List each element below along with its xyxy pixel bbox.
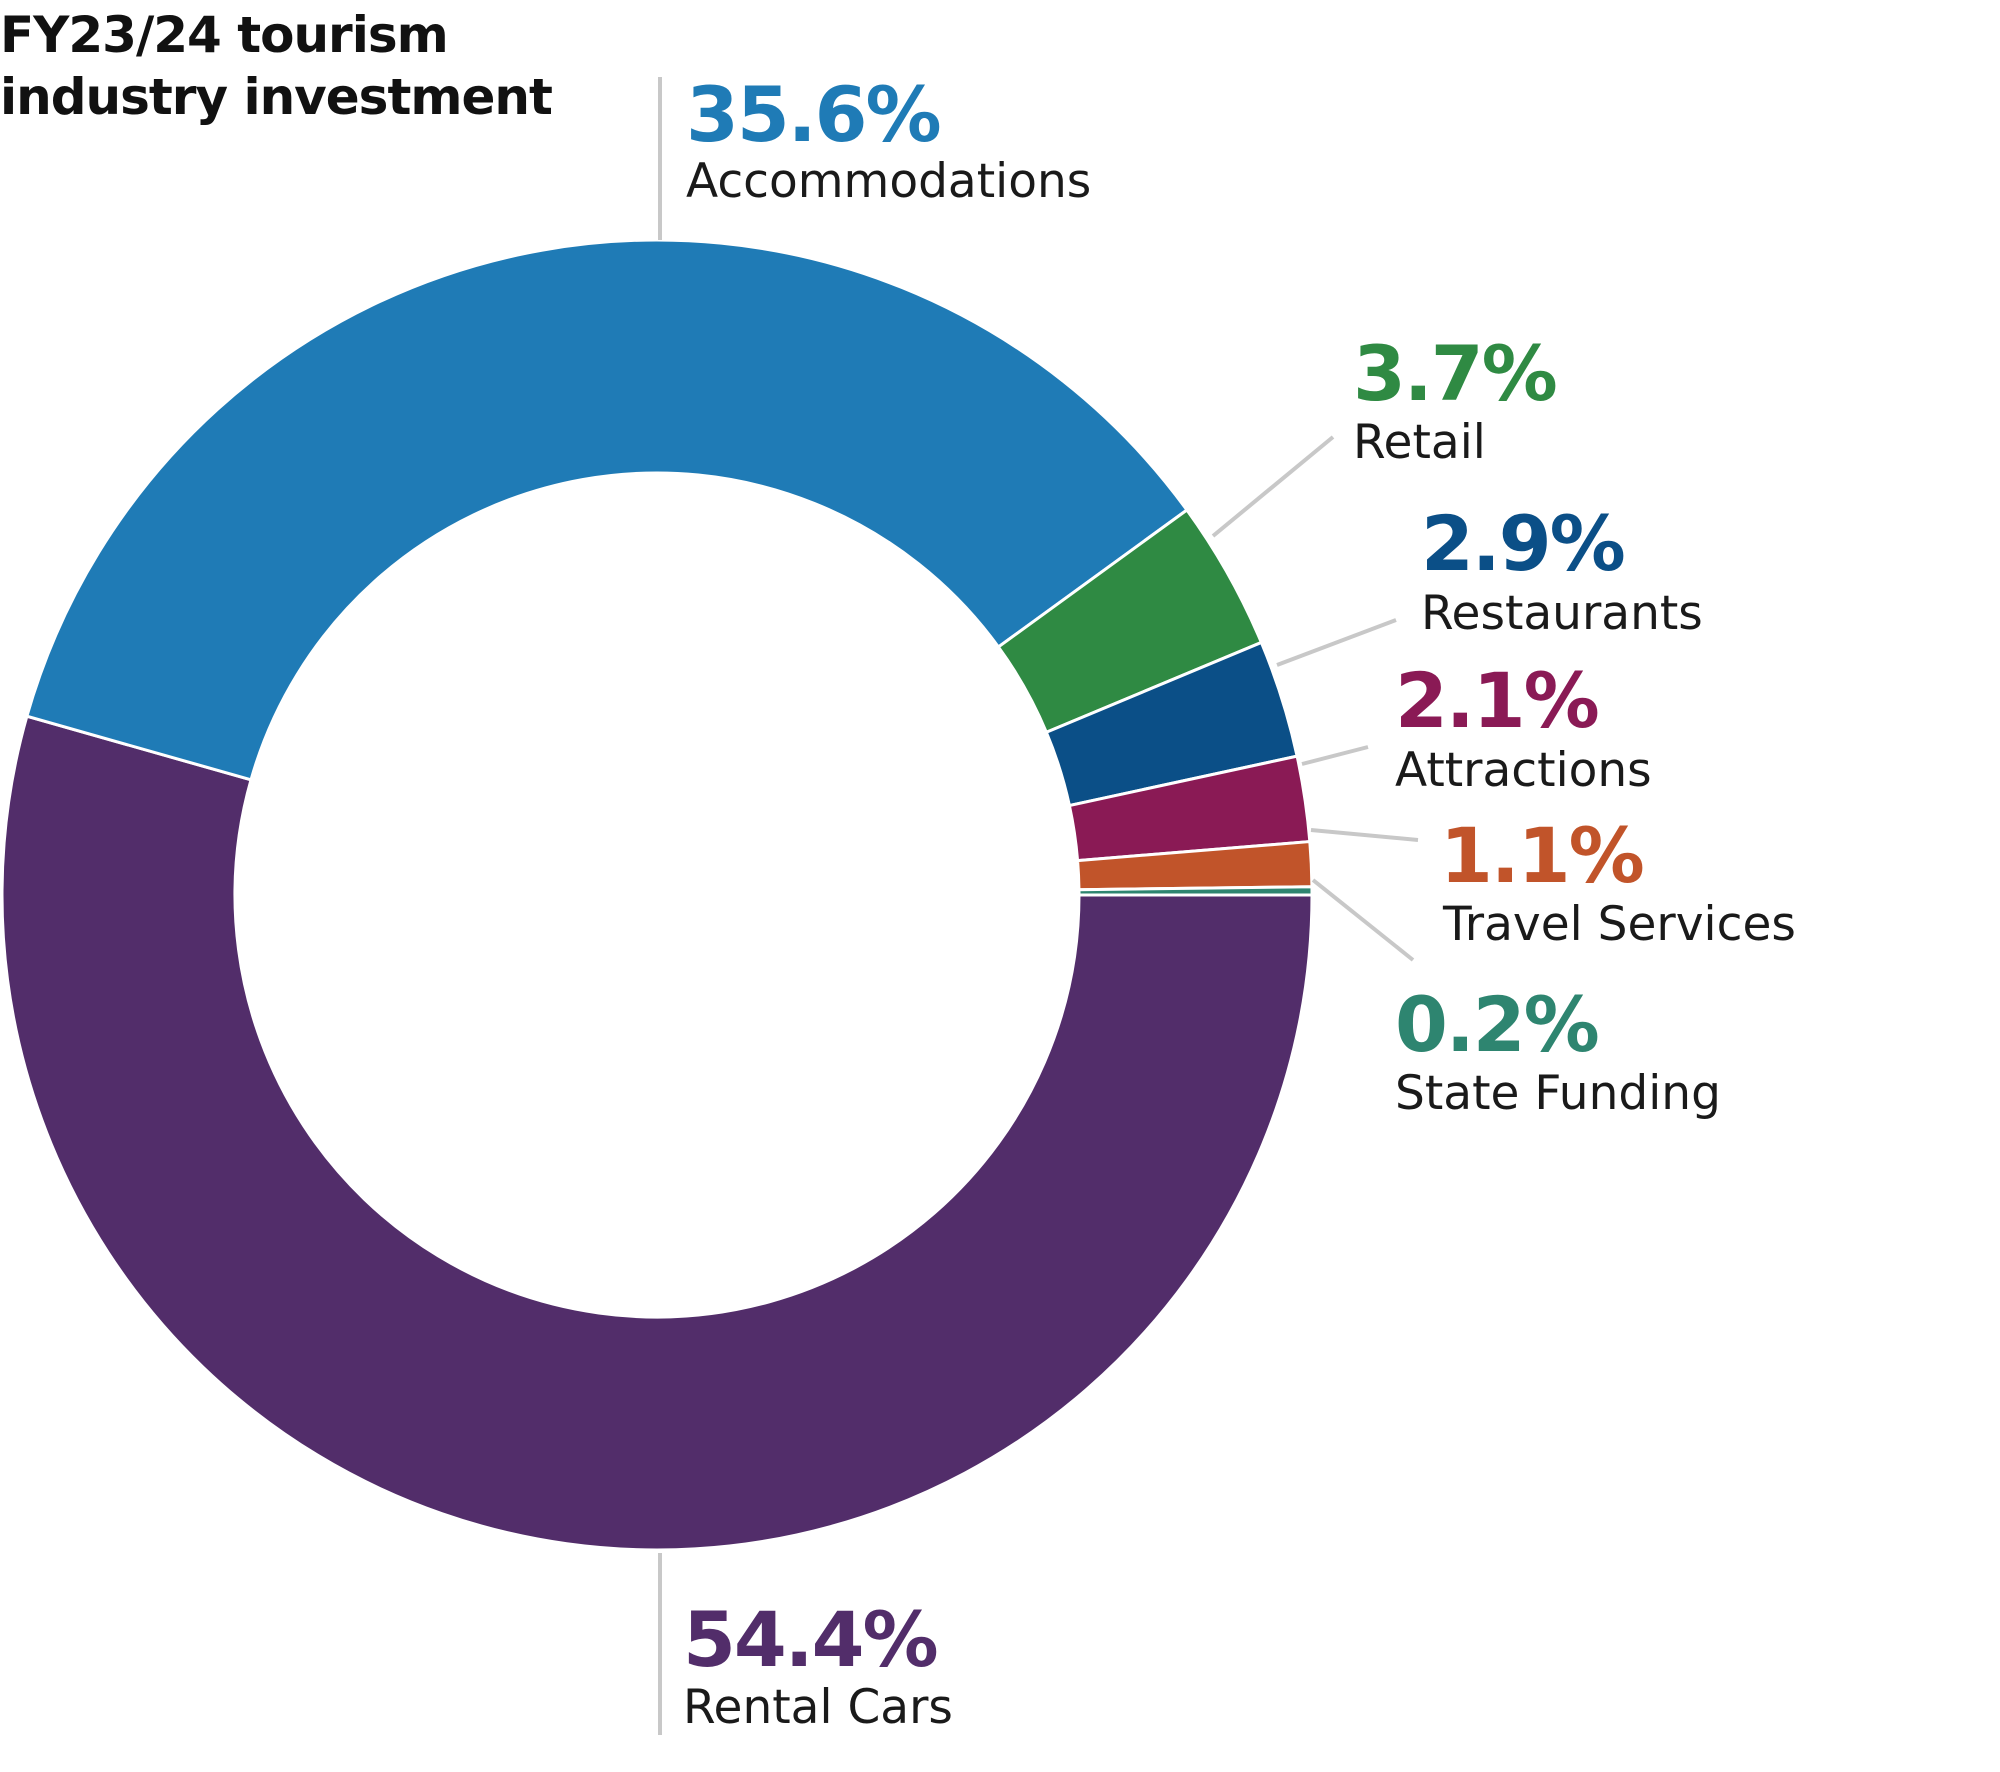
leader-line-state-funding bbox=[1311, 878, 1415, 962]
leader-line-retail bbox=[1211, 435, 1335, 538]
leader-lines bbox=[658, 77, 1419, 1735]
category-label-accommodations: Accommodations bbox=[686, 154, 1091, 209]
category-label-retail: Retail bbox=[1353, 415, 1486, 470]
category-label-travel-services: Travel Services bbox=[1442, 897, 1796, 952]
value-label-rental-cars: 54.4% bbox=[683, 1595, 937, 1684]
category-label-restaurants: Restaurants bbox=[1421, 586, 1703, 641]
leader-line-travel-services bbox=[1310, 828, 1419, 842]
value-label-attractions: 2.1% bbox=[1395, 656, 1598, 745]
slice-state-funding bbox=[1077, 885, 1314, 897]
value-label-state-funding: 0.2% bbox=[1395, 980, 1598, 1069]
category-label-rental-cars: Rental Cars bbox=[683, 1680, 953, 1735]
leader-line-attractions bbox=[1301, 745, 1369, 766]
slice-accommodations bbox=[25, 238, 1190, 782]
leader-line-restaurants bbox=[1276, 618, 1397, 667]
chart-title: FY23/24 tourism industry investment bbox=[0, 4, 620, 128]
chart-title-line-2: industry investment bbox=[0, 68, 553, 126]
slice-rental-cars bbox=[0, 714, 1314, 1552]
slice-labels: 54.4%Rental Cars35.6%Accommodations3.7%R… bbox=[683, 70, 1796, 1735]
value-label-retail: 3.7% bbox=[1353, 329, 1556, 418]
category-label-state-funding: State Funding bbox=[1395, 1066, 1721, 1121]
value-label-restaurants: 2.9% bbox=[1421, 499, 1624, 588]
value-label-accommodations: 35.6% bbox=[686, 70, 940, 159]
value-label-travel-services: 1.1% bbox=[1440, 811, 1643, 900]
category-label-attractions: Attractions bbox=[1395, 743, 1652, 798]
donut-slices bbox=[0, 238, 1314, 1552]
chart-title-line-1: FY23/24 tourism bbox=[0, 6, 449, 64]
